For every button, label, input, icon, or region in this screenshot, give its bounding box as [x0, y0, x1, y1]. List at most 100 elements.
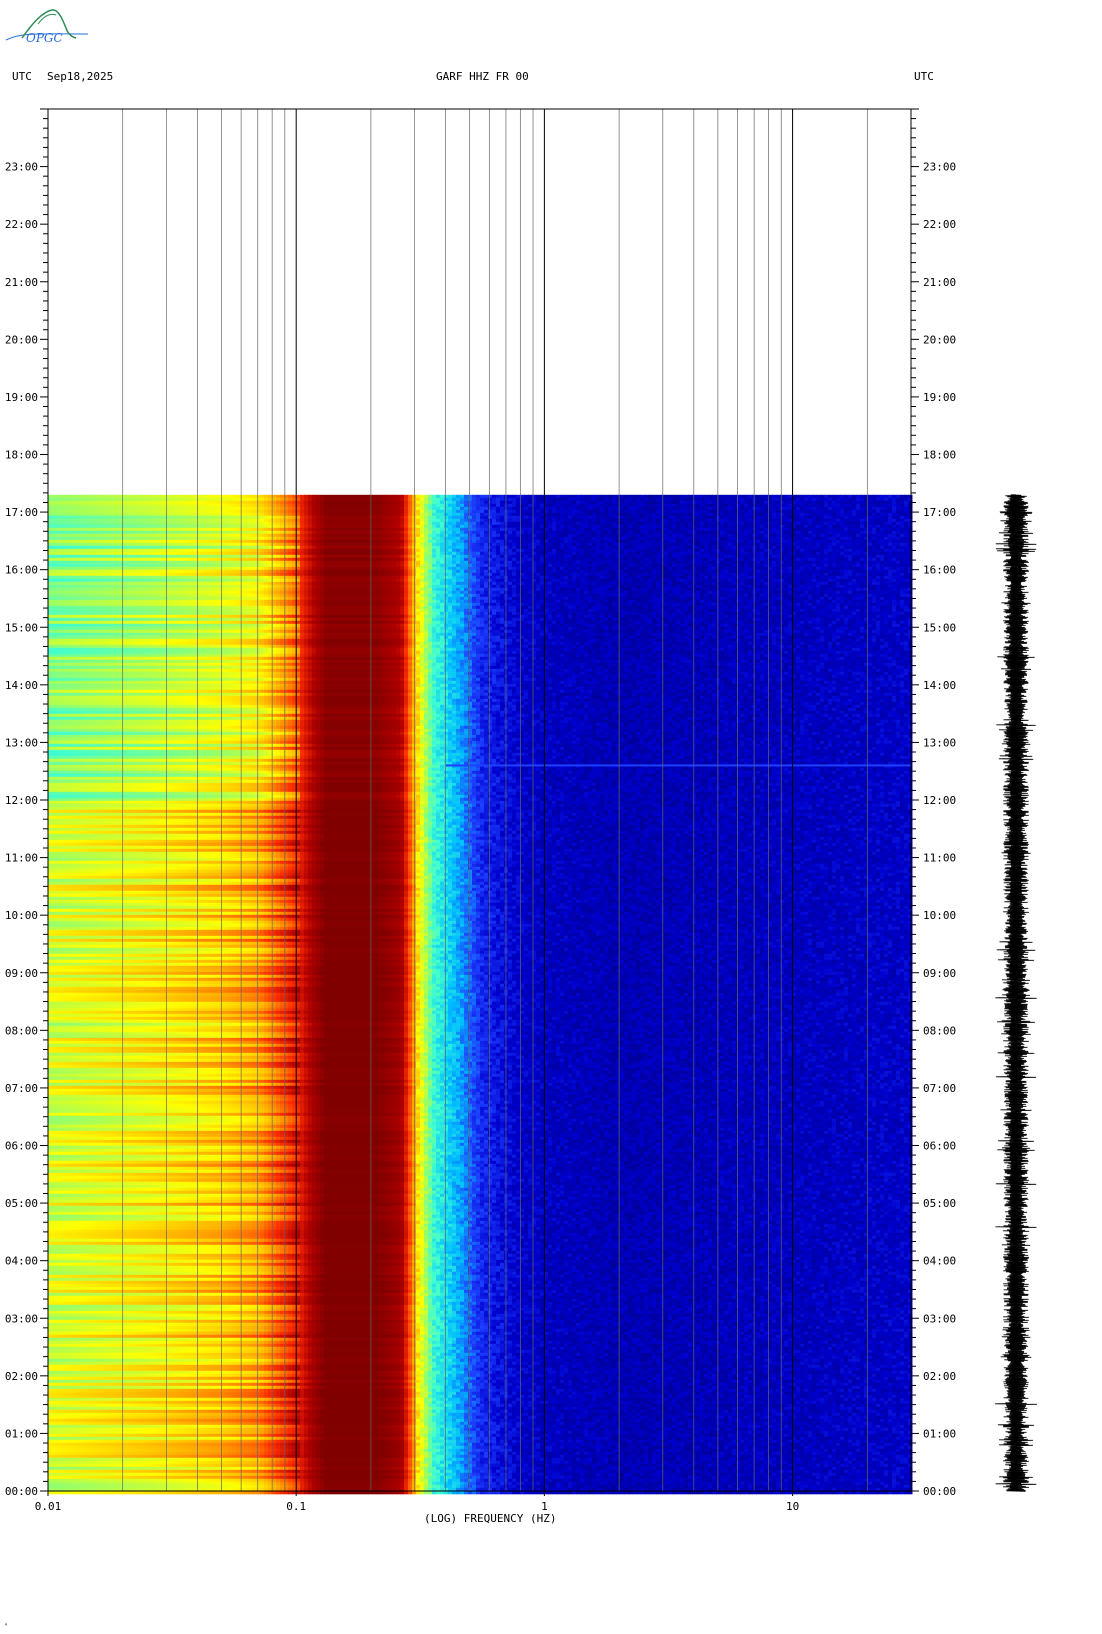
heatmap-cell [584, 510, 589, 514]
heatmap-cell [468, 513, 473, 517]
heatmap-cell [160, 504, 165, 508]
heatmap-cell [240, 498, 245, 502]
heatmap-cell [848, 516, 853, 520]
heatmap-cell [48, 498, 53, 502]
heatmap-cell [128, 498, 133, 502]
heatmap-cell [788, 507, 793, 511]
heatmap-cell [352, 513, 357, 517]
heatmap-cell [68, 504, 73, 508]
heatmap-cell [160, 501, 165, 505]
heatmap-cell [424, 507, 429, 511]
heatmap-cell [80, 495, 85, 499]
heatmap-cell [320, 507, 325, 511]
heatmap-cell [656, 507, 661, 511]
heatmap-cell [256, 513, 261, 517]
heatmap-cell [424, 516, 429, 520]
heatmap-cell [60, 507, 65, 511]
heatmap-cell [604, 510, 609, 514]
heatmap-cell [348, 516, 353, 520]
heatmap-cell [896, 501, 901, 505]
heatmap-cell [560, 507, 565, 511]
heatmap-cell [272, 519, 277, 523]
heatmap-cell [464, 507, 469, 511]
heatmap-cell [536, 504, 541, 508]
heatmap-cell [88, 495, 93, 499]
heatmap-cell [104, 495, 109, 499]
heatmap-cell [376, 513, 381, 517]
heatmap-cell [96, 519, 101, 523]
heatmap-cell [608, 495, 613, 499]
heatmap-cell [812, 498, 817, 502]
heatmap-cell [220, 501, 225, 505]
heatmap-cell [320, 513, 325, 517]
heatmap-cell [540, 516, 545, 520]
heatmap-cell [136, 507, 141, 511]
heatmap-cell [484, 516, 489, 520]
heatmap-cell [868, 501, 873, 505]
heatmap-cell [664, 507, 669, 511]
heatmap-cell [172, 501, 177, 505]
heatmap-cell [144, 507, 149, 511]
heatmap-cell [776, 504, 781, 508]
heatmap-cell [180, 495, 185, 499]
heatmap-cell [684, 510, 689, 514]
heatmap-cell [136, 513, 141, 517]
heatmap-cell [144, 504, 149, 508]
heatmap-cell [372, 495, 377, 499]
heatmap-cell [532, 516, 537, 520]
heatmap-cell [812, 510, 817, 514]
heatmap-cell [388, 504, 393, 508]
heatmap-cell [248, 495, 253, 499]
heatmap-cell [564, 495, 569, 499]
heatmap-cell [740, 504, 745, 508]
heatmap-cell [588, 501, 593, 505]
heatmap-cell [72, 495, 77, 499]
heatmap-cell [172, 513, 177, 517]
heatmap-cell [68, 513, 73, 517]
heatmap-cell [840, 516, 845, 520]
heatmap-cell [140, 513, 145, 517]
heatmap-cell [596, 498, 601, 502]
heatmap-cell [280, 504, 285, 508]
heatmap-cell [192, 519, 197, 523]
heatmap-cell [272, 501, 277, 505]
heatmap-cell [472, 507, 477, 511]
heatmap-cell [280, 498, 285, 502]
heatmap-cell [772, 495, 777, 499]
heatmap-cell [352, 495, 357, 499]
heatmap-cell [428, 501, 433, 505]
heatmap-cell [832, 516, 837, 520]
heatmap-cell [200, 507, 205, 511]
heatmap-cell [668, 507, 673, 511]
heatmap-cell [380, 513, 385, 517]
heatmap-cell [892, 501, 897, 505]
heatmap-cell [260, 495, 265, 499]
heatmap-cell [156, 495, 161, 499]
heatmap-cell [772, 510, 777, 514]
heatmap-cell [216, 498, 221, 502]
heatmap-cell [448, 516, 453, 520]
heatmap-cell [56, 519, 61, 523]
heatmap-cell [700, 510, 705, 514]
heatmap-cell [232, 501, 237, 505]
heatmap-cell [508, 498, 513, 502]
heatmap-cell [496, 501, 501, 505]
heatmap-cell [736, 507, 741, 511]
heatmap-cell [360, 498, 365, 502]
heatmap-cell [116, 510, 121, 514]
heatmap-cell [772, 513, 777, 517]
heatmap-cell [412, 504, 417, 508]
heatmap-cell [304, 516, 309, 520]
heatmap-cell [836, 516, 841, 520]
heatmap-cell [832, 507, 837, 511]
heatmap-cell [884, 513, 889, 517]
heatmap-cell [260, 501, 265, 505]
heatmap-cell [836, 507, 841, 511]
heatmap-cell [704, 510, 709, 514]
heatmap-cell [900, 504, 905, 508]
heatmap-cell [188, 501, 193, 505]
heatmap-cell [760, 513, 765, 517]
heatmap-cell [364, 516, 369, 520]
heatmap-cell [836, 504, 841, 508]
heatmap-cell [588, 507, 593, 511]
